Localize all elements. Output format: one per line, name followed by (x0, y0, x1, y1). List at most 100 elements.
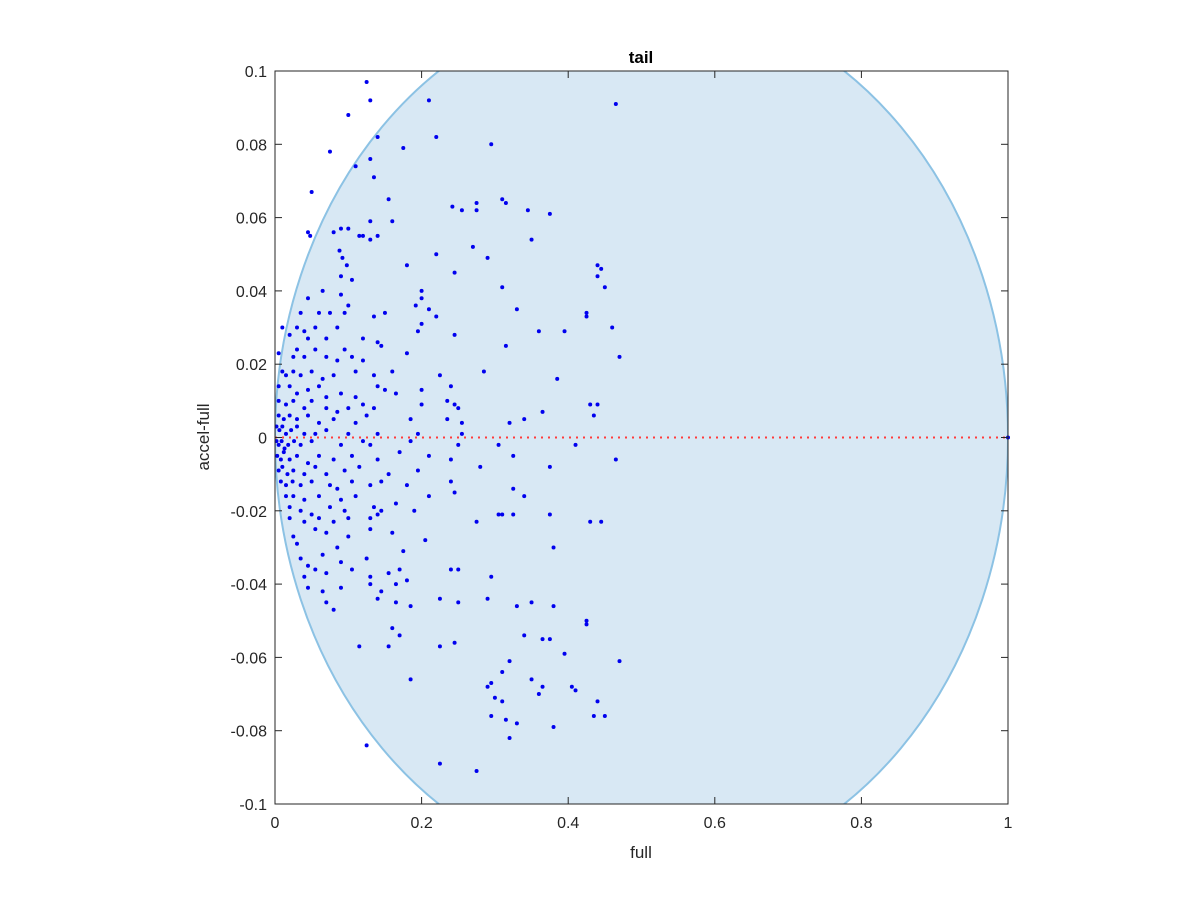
data-point (474, 519, 479, 524)
data-point (331, 417, 336, 422)
data-point (456, 567, 461, 572)
data-point (386, 197, 391, 202)
data-point (357, 644, 362, 649)
data-point (360, 439, 365, 444)
data-point (452, 332, 457, 337)
data-point (434, 252, 439, 257)
data-point (324, 530, 329, 535)
data-point (346, 226, 351, 231)
data-point (503, 200, 508, 205)
data-point (302, 497, 307, 502)
x-tick-label: 0.6 (704, 815, 726, 832)
data-point (324, 406, 329, 411)
data-point (500, 285, 505, 290)
data-point (413, 303, 418, 308)
x-tick-label: 1 (1004, 815, 1013, 832)
data-point (379, 589, 384, 594)
data-point (613, 101, 618, 106)
data-point (368, 442, 373, 447)
data-point (338, 274, 343, 279)
data-point (316, 310, 321, 315)
data-point (331, 373, 336, 378)
data-point (368, 582, 373, 587)
y-tick-label: -0.1 (239, 797, 267, 814)
data-point (324, 472, 329, 477)
data-point (474, 769, 479, 774)
data-point (437, 596, 442, 601)
data-point (588, 519, 593, 524)
data-point (415, 329, 420, 334)
data-point (298, 556, 303, 561)
data-point (448, 567, 453, 572)
data-point (342, 310, 347, 315)
data-point (547, 512, 552, 517)
data-point (281, 450, 286, 455)
data-point (320, 288, 325, 293)
data-point (415, 431, 420, 436)
y-tick-label: 0.04 (236, 284, 267, 301)
data-point (562, 329, 567, 334)
data-point (613, 457, 618, 462)
data-point (294, 424, 299, 429)
data-point (448, 457, 453, 462)
data-point (390, 626, 395, 631)
data-point (459, 420, 464, 425)
data-point (353, 420, 358, 425)
data-point (338, 226, 343, 231)
data-point (335, 358, 340, 363)
data-point (287, 516, 292, 521)
y-tick-label: -0.06 (231, 650, 268, 667)
data-point (349, 354, 354, 359)
data-point (276, 413, 281, 418)
data-point (404, 263, 409, 268)
data-point (324, 571, 329, 576)
data-point (287, 384, 292, 389)
data-point (316, 494, 321, 499)
data-point (419, 288, 424, 293)
data-point (511, 486, 516, 491)
data-point (302, 472, 307, 477)
data-point (401, 145, 406, 150)
data-point (287, 457, 292, 462)
data-point (335, 545, 340, 550)
data-point (309, 512, 314, 517)
data-point (280, 369, 285, 374)
data-point (426, 307, 431, 312)
data-point (331, 519, 336, 524)
y-tick-label: 0.08 (236, 137, 267, 154)
data-point (283, 483, 288, 488)
data-point (313, 567, 318, 572)
data-point (280, 424, 285, 429)
data-point (419, 387, 424, 392)
data-point (617, 659, 622, 664)
data-point (342, 347, 347, 352)
data-point (419, 402, 424, 407)
data-point (452, 402, 457, 407)
data-point (287, 332, 292, 337)
data-point (390, 219, 395, 224)
data-point (324, 600, 329, 605)
data-point (283, 402, 288, 407)
data-point (375, 457, 380, 462)
data-point (522, 494, 527, 499)
data-point (386, 644, 391, 649)
data-point (302, 574, 307, 579)
x-axis-label: full (630, 843, 652, 862)
data-point (412, 508, 417, 513)
data-point (305, 563, 310, 568)
data-point (283, 373, 288, 378)
data-point (276, 384, 281, 389)
data-point (305, 585, 310, 590)
data-point (291, 398, 296, 403)
data-point (602, 714, 607, 719)
data-point (313, 527, 318, 532)
x-tick-label: 0.2 (410, 815, 432, 832)
data-point (470, 244, 475, 249)
data-point (327, 149, 332, 154)
data-point (555, 376, 560, 381)
data-point (415, 468, 420, 473)
data-point (507, 736, 512, 741)
data-point (337, 248, 342, 253)
data-point (602, 285, 607, 290)
